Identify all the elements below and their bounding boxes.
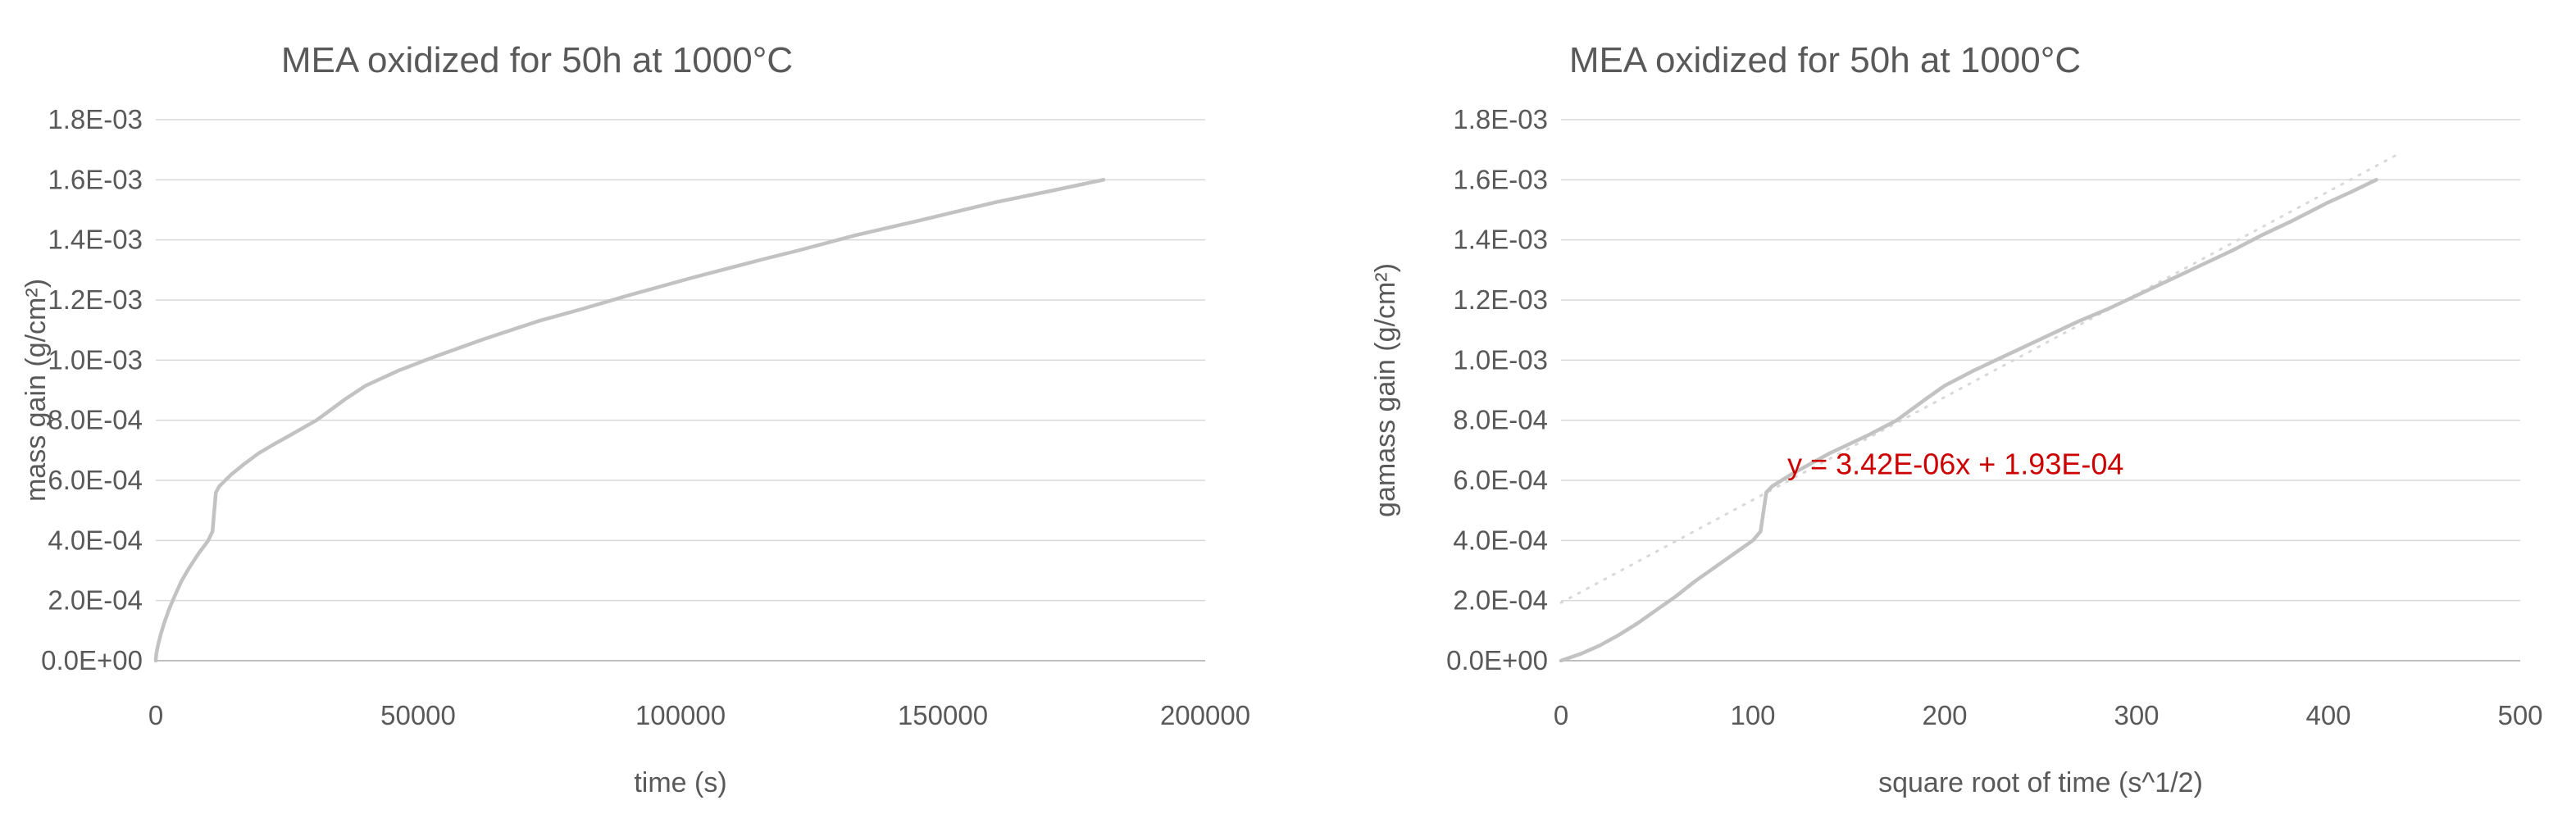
x-tick-label: 150000 <box>898 700 988 730</box>
y-tick-label: 1.6E-03 <box>1453 164 1548 194</box>
plot-area: 0.0E+00 2.0E-04 4.0E-04 6.0E-04 8.0E-04 1.0E-… <box>1446 104 2542 730</box>
x-axis-label: square root of time (s^1/2) <box>1878 767 2203 798</box>
sqrt-time-chart-canvas: MEA oxidized for 50h at 1000°C square ro… <box>1370 40 2543 798</box>
x-tick-label: 500 <box>2497 700 2542 730</box>
y-tick-label: 8.0E-04 <box>48 405 143 435</box>
y-tick-label: 1.4E-03 <box>1453 225 1548 255</box>
chart-title: MEA oxidized for 50h at 1000°C <box>281 40 793 80</box>
x-tick-label: 400 <box>2305 700 2351 730</box>
y-tick-label: 0.0E+00 <box>41 645 143 675</box>
chart-title: MEA oxidized for 50h at 1000°C <box>1569 40 2081 80</box>
y-tick-label: 2.0E-04 <box>48 585 143 616</box>
x-tick-label: 100 <box>1730 700 1775 730</box>
y-tick-label: 4.0E-04 <box>48 525 143 555</box>
x-tick-label: 300 <box>2114 700 2159 730</box>
y-tick-label: 1.6E-03 <box>48 164 143 194</box>
y-tick-label: 1.0E-03 <box>1453 344 1548 375</box>
y-tick-label: 4.0E-04 <box>1453 525 1548 555</box>
y-tick-label: 6.0E-04 <box>1453 465 1548 495</box>
time-chart-canvas: MEA oxidized for 50h at 1000°C time (s) … <box>20 40 1250 798</box>
x-tick-label: 0 <box>148 700 163 730</box>
y-tick-label: 6.0E-04 <box>48 465 143 495</box>
trendline-equation: y = 3.42E-06x + 1.93E-04 <box>1787 448 2123 481</box>
trendline <box>1559 152 2401 604</box>
time-chart: MEA oxidized for 50h at 1000°C time (s) … <box>20 40 1250 798</box>
y-tick-label: 2.0E-04 <box>1453 585 1548 616</box>
y-axis-label: gamass gain (g/cm²) <box>1370 263 1401 517</box>
y-tick-label: 0.0E+00 <box>1446 645 1548 675</box>
plot-area: 0.0E+00 2.0E-04 4.0E-04 6.0E-04 8.0E-04 1.0E-… <box>41 104 1250 730</box>
y-tick-label: 8.0E-04 <box>1453 405 1548 435</box>
y-tick-label: 1.4E-03 <box>48 225 143 255</box>
y-axis-label: mass gain (g/cm²) <box>20 279 52 502</box>
y-tick-label: 1.0E-03 <box>48 344 143 375</box>
x-tick-label: 50000 <box>380 700 456 730</box>
sqrt-time-chart: MEA oxidized for 50h at 1000°C square ro… <box>1288 0 2576 823</box>
x-tick-label: 200 <box>1922 700 1967 730</box>
x-axis-label: time (s) <box>634 767 726 798</box>
series-line-mass-gain-vs-time <box>153 178 1106 663</box>
y-tick-label: 1.2E-03 <box>1453 284 1548 315</box>
y-tick-label: 1.2E-03 <box>48 284 143 315</box>
series-line-mass-gain-vs-sqrt-time <box>1559 178 2378 663</box>
y-tick-label: 1.8E-03 <box>1453 104 1548 134</box>
x-tick-label: 0 <box>1554 700 1568 730</box>
x-tick-label: 100000 <box>635 700 726 730</box>
y-tick-label: 1.8E-03 <box>48 104 143 134</box>
x-tick-label: 200000 <box>1160 700 1250 730</box>
